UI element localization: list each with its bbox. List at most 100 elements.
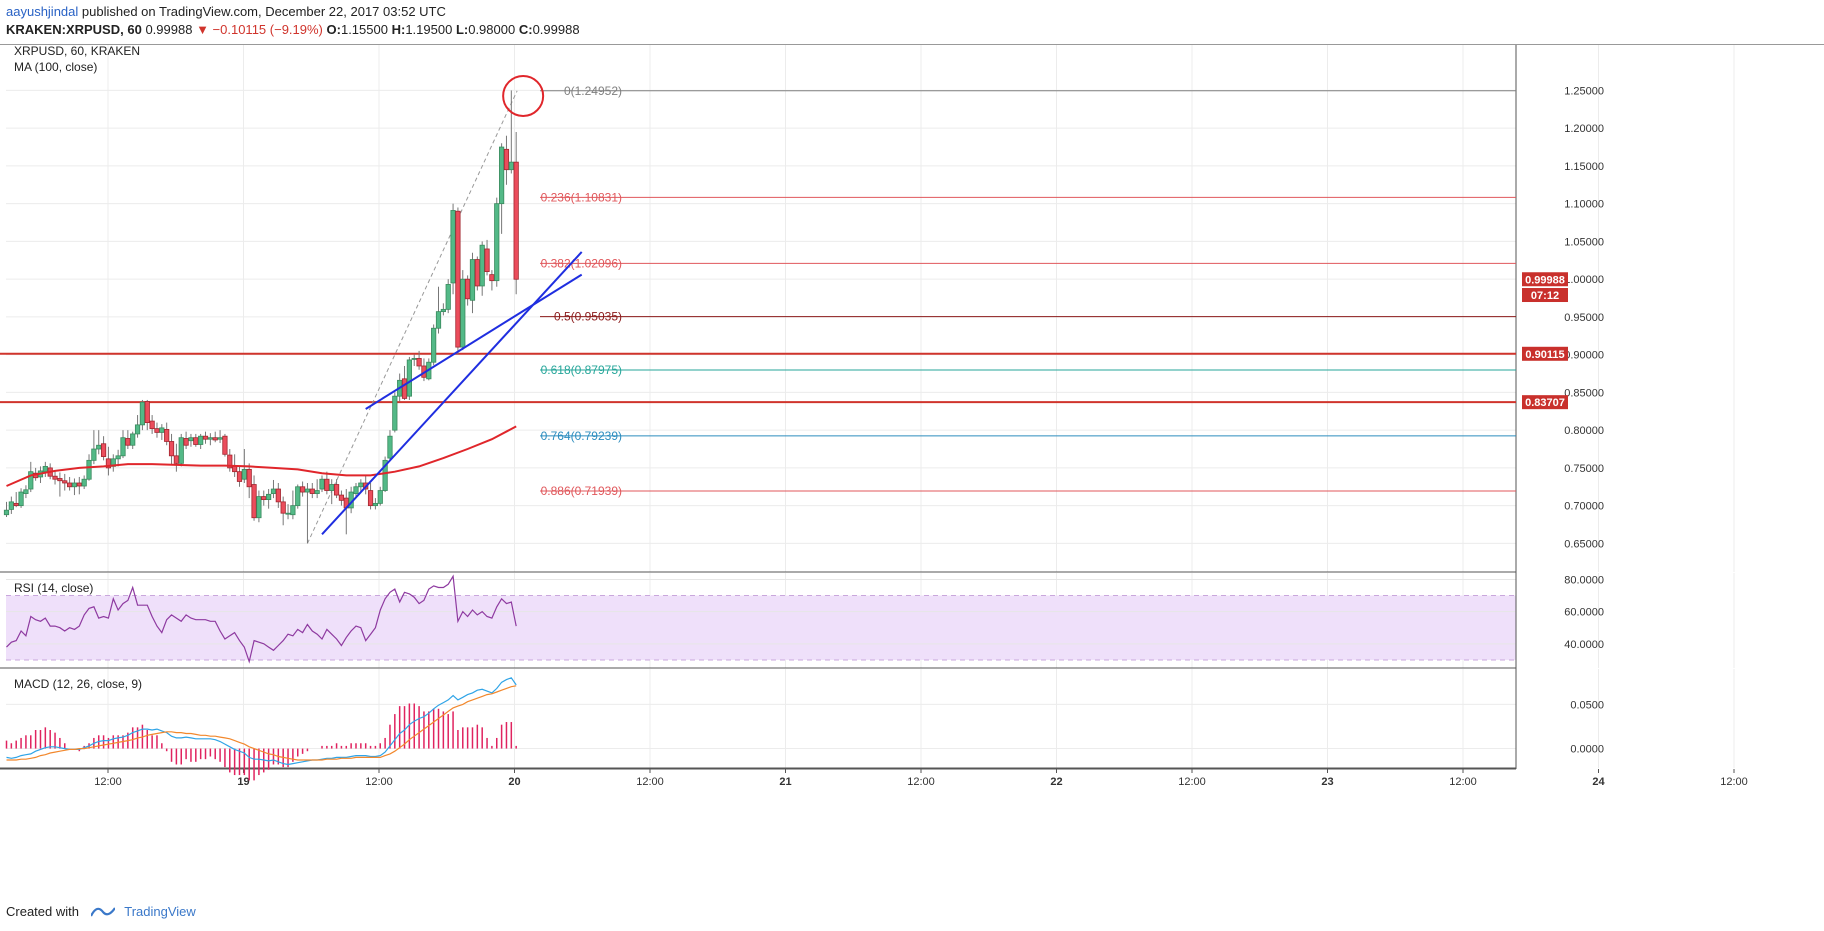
candle-up: [256, 496, 262, 519]
macd-tick-label: 0.0000: [1570, 744, 1604, 756]
fib-level-label: 0.382(1.02096): [541, 256, 622, 270]
low-value: 0.98000: [468, 22, 516, 37]
candle-up: [120, 437, 126, 457]
candle-up: [134, 424, 141, 435]
time-tick-label: 23: [1321, 776, 1333, 788]
price-badge: [1522, 346, 1568, 361]
price-change: ▼ −0.10115 (−9.19%): [196, 22, 323, 37]
candle-up: [460, 278, 466, 348]
candle-down: [367, 490, 374, 507]
price-tick-label: 0.65000: [1564, 538, 1604, 550]
candle-down: [484, 248, 490, 273]
publication-info: published on TradingView.com, December 2…: [81, 4, 446, 19]
price-tick-label: 0.85000: [1564, 387, 1604, 399]
candle-down: [280, 501, 286, 514]
candle-up: [387, 435, 393, 459]
high-label: H:: [391, 22, 406, 37]
candle-up: [23, 489, 29, 494]
candle-down: [154, 428, 160, 433]
candle-down: [338, 494, 345, 501]
price-chart[interactable]: 1.25000 1.20000 1.15000 1.10000 1.05000 1.000…: [0, 44, 1824, 901]
fib-level-label: 0.618(0.87975): [541, 363, 622, 377]
candle-up: [71, 482, 78, 488]
candle-down: [193, 437, 199, 445]
footer: Created with TradingView: [6, 904, 196, 919]
candle-up: [178, 437, 184, 464]
candle-down: [222, 435, 228, 455]
candle-up: [353, 486, 359, 494]
high-value: 1.19500: [405, 22, 453, 37]
candle-up: [406, 359, 412, 397]
candle-down: [76, 482, 82, 487]
candle-down: [465, 278, 471, 300]
ohlc-line: KRAKEN:XRPUSD, 60 0.99988 ▼ −0.10115 (−9…: [6, 22, 580, 37]
high-marker-circle: [502, 74, 545, 117]
candle-down: [212, 437, 218, 441]
candle-down: [236, 471, 243, 482]
candle-down: [67, 482, 73, 488]
chart-background: [0, 44, 1824, 901]
price-tick-label: 1.10000: [1564, 199, 1604, 211]
candle-up: [198, 435, 204, 445]
candle-up: [241, 469, 247, 480]
candle-down: [261, 496, 267, 501]
price-tick-label: 1.25000: [1564, 85, 1604, 97]
price-tick-label: 1.20000: [1564, 123, 1604, 135]
candle-down: [149, 420, 155, 430]
time-tick-label: 21: [779, 776, 791, 788]
candle-up: [159, 427, 165, 433]
author-link[interactable]: aayushjindal: [6, 4, 79, 19]
rsi-line: [6, 574, 517, 664]
candle-down: [144, 401, 150, 423]
candle-down: [299, 486, 306, 493]
candle-up: [499, 146, 505, 205]
fib-level-label: 0.236(1.10831): [541, 190, 622, 204]
candle-up: [139, 401, 146, 426]
candle-down: [455, 210, 461, 348]
candle-down: [489, 274, 495, 282]
price-tick-label: 1.15000: [1564, 161, 1604, 173]
tradingview-logo-icon: [90, 907, 115, 917]
chart-header: aayushjindal published on TradingView.co…: [0, 0, 1824, 44]
candle-down: [164, 428, 170, 442]
rsi-band: [6, 595, 1516, 660]
candle-down: [503, 148, 510, 171]
price-badge: [1522, 272, 1568, 287]
rsi-tick-label: 80.0000: [1564, 574, 1604, 586]
candle-up: [358, 482, 364, 488]
open-label: O:: [326, 22, 341, 37]
candle-up: [295, 486, 301, 507]
candle-down: [57, 478, 63, 482]
rsi-tick-label: 40.0000: [1564, 639, 1604, 651]
price-tick-label: 0.95000: [1564, 312, 1604, 324]
candle-down: [13, 502, 19, 507]
candle-up: [86, 459, 92, 480]
candle-up: [479, 244, 485, 287]
tradingview-link[interactable]: TradingView: [124, 904, 196, 919]
candle-up: [411, 358, 417, 360]
price-badge: [1522, 288, 1568, 303]
candle-down: [324, 478, 330, 491]
candle-up: [314, 490, 320, 494]
candle-down: [202, 435, 209, 440]
candle-up: [3, 509, 10, 516]
chart-title: XRPUSD, 60, KRAKEN: [14, 44, 140, 58]
candle-up: [329, 484, 335, 491]
rsi-tick-label: 60.0000: [1564, 607, 1604, 619]
time-tick-label: 12:00: [94, 776, 122, 788]
candle-up: [382, 459, 388, 491]
candle-up: [28, 471, 34, 490]
candle-down: [168, 441, 175, 457]
fib-level-label: 0.5(0.95035): [554, 310, 622, 324]
price-tick-label: 0.80000: [1564, 425, 1604, 437]
time-tick-label: 20: [508, 776, 520, 788]
price-badge-label: 0.99988: [1525, 274, 1565, 286]
price-tick-label: 1.00000: [1564, 274, 1604, 286]
candle-up: [377, 490, 383, 504]
candle-up: [188, 437, 194, 442]
price-tick-label: 0.90000: [1564, 350, 1604, 362]
candle-down: [232, 465, 238, 473]
time-tick-label: 12:00: [365, 776, 393, 788]
symbol-label: KRAKEN:XRPUSD, 60: [6, 22, 142, 37]
candle-down: [401, 378, 408, 399]
